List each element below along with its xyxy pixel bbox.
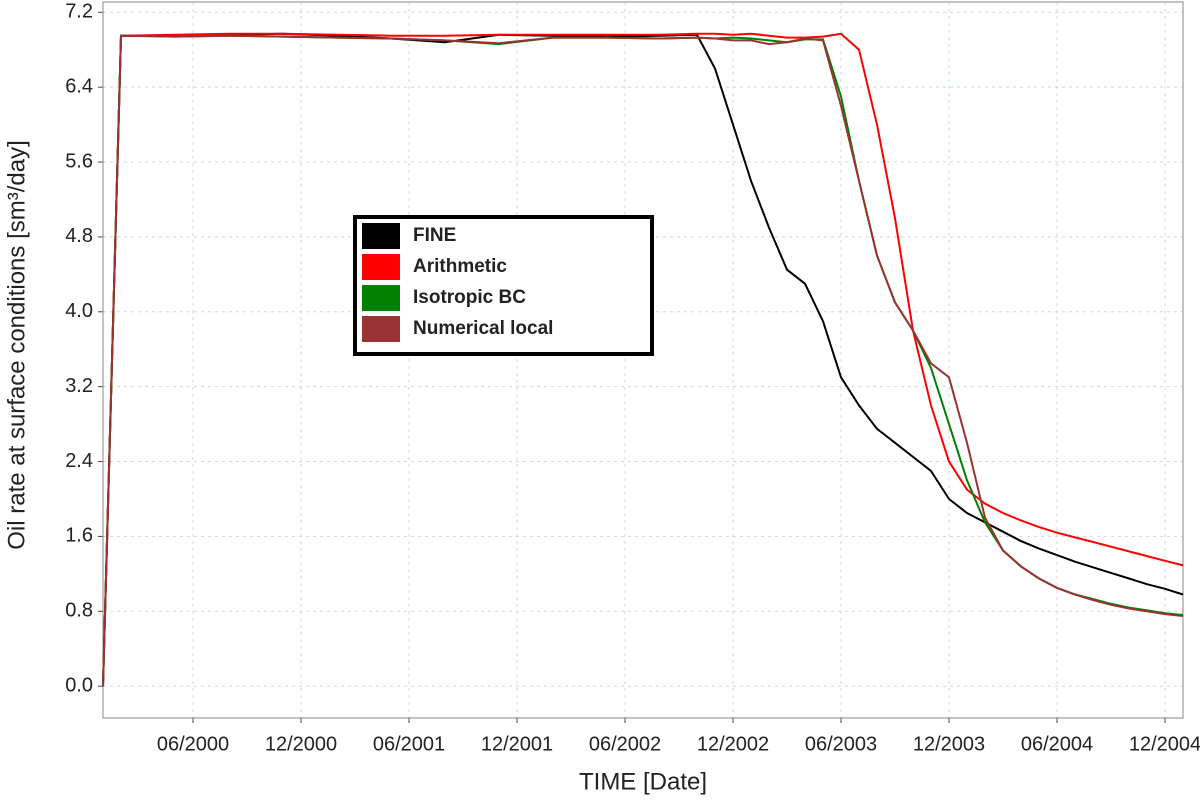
y-tick-label: 2.4 — [65, 450, 93, 472]
series-line — [102, 32, 1184, 687]
series-line — [102, 34, 1184, 687]
x-tick-label: 06/2000 — [157, 733, 229, 755]
x-tick-label: 12/2003 — [913, 733, 985, 755]
y-tick-label: 0.0 — [65, 674, 93, 696]
legend-swatch — [362, 316, 400, 342]
legend-label: Arithmetic — [413, 256, 507, 277]
series-line — [102, 32, 1184, 687]
y-tick-label: 4.0 — [65, 300, 93, 322]
x-tick-label: 06/2004 — [1021, 733, 1093, 755]
x-tick-label: 12/2004 — [1129, 733, 1200, 755]
x-tick-label: 12/2000 — [265, 733, 337, 755]
legend-label: Numerical local — [413, 318, 553, 339]
series-line — [102, 34, 1184, 687]
x-tick-label: 06/2002 — [589, 733, 661, 755]
y-tick-label: 5.6 — [65, 150, 93, 172]
y-tick-label: 4.8 — [65, 225, 93, 247]
x-tick-label: 12/2001 — [481, 733, 553, 755]
y-tick-label: 1.6 — [65, 525, 93, 547]
x-tick-label: 12/2002 — [697, 733, 769, 755]
legend-swatch — [362, 285, 400, 311]
x-tick-label: 06/2003 — [805, 733, 877, 755]
plot-frame — [102, 1, 1184, 719]
legend-swatch — [362, 223, 400, 249]
y-tick-label: 3.2 — [65, 375, 93, 397]
legend-label: Isotropic BC — [413, 287, 526, 308]
y-axis-label: Oil rate at surface conditions [sm³/day] — [3, 140, 30, 550]
legend-label: FINE — [413, 225, 456, 246]
x-axis-label: TIME [Date] — [579, 768, 707, 795]
legend-swatch — [362, 254, 400, 280]
y-tick-label: 7.2 — [65, 1, 93, 23]
legend-box — [353, 215, 654, 356]
y-tick-label: 0.8 — [65, 600, 93, 622]
y-tick-label: 6.4 — [65, 75, 93, 97]
x-tick-label: 06/2001 — [373, 733, 445, 755]
